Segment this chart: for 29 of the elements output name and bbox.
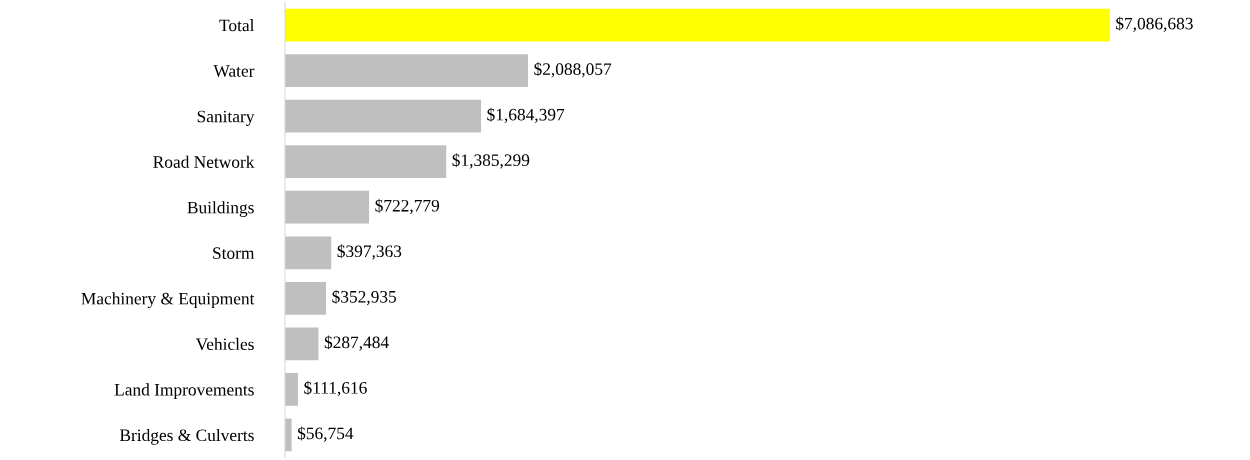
y-tick-label: Machinery & Equipment — [81, 292, 255, 309]
bar — [285, 373, 298, 406]
y-tick-label: Bridges & Culverts — [119, 428, 254, 445]
data-label: $397,363 — [337, 244, 402, 260]
y-tick-label: Total — [219, 19, 255, 32]
data-label: $7,086,683 — [1116, 16, 1193, 32]
y-tick-label: Storm — [213, 247, 255, 259]
data-label: $2,088,057 — [534, 62, 612, 78]
bar — [285, 145, 447, 179]
data-label: $111,616 — [304, 380, 367, 397]
bar — [285, 99, 482, 133]
y-tick-label: Water — [213, 65, 255, 77]
y-tick-label: Buildings — [187, 201, 254, 217]
y-tick-label: Sanitary — [197, 110, 255, 126]
data-label: $722,779 — [375, 198, 440, 215]
data-label: $287,484 — [324, 335, 389, 351]
bar — [285, 236, 332, 270]
y-tick-label: Land Improvements — [114, 383, 254, 400]
y-tick-label: Road Network — [153, 155, 255, 168]
y-tick-label: Vehicles — [195, 337, 254, 351]
data-label: $352,935 — [332, 289, 397, 306]
bar — [285, 327, 319, 361]
data-label: $1,684,397 — [487, 107, 565, 123]
bar — [285, 8, 1110, 42]
bar — [285, 281, 327, 315]
bar — [285, 190, 370, 224]
data-label: $1,385,299 — [452, 153, 530, 169]
bar — [285, 54, 529, 87]
data-label: $56,754 — [297, 426, 354, 442]
